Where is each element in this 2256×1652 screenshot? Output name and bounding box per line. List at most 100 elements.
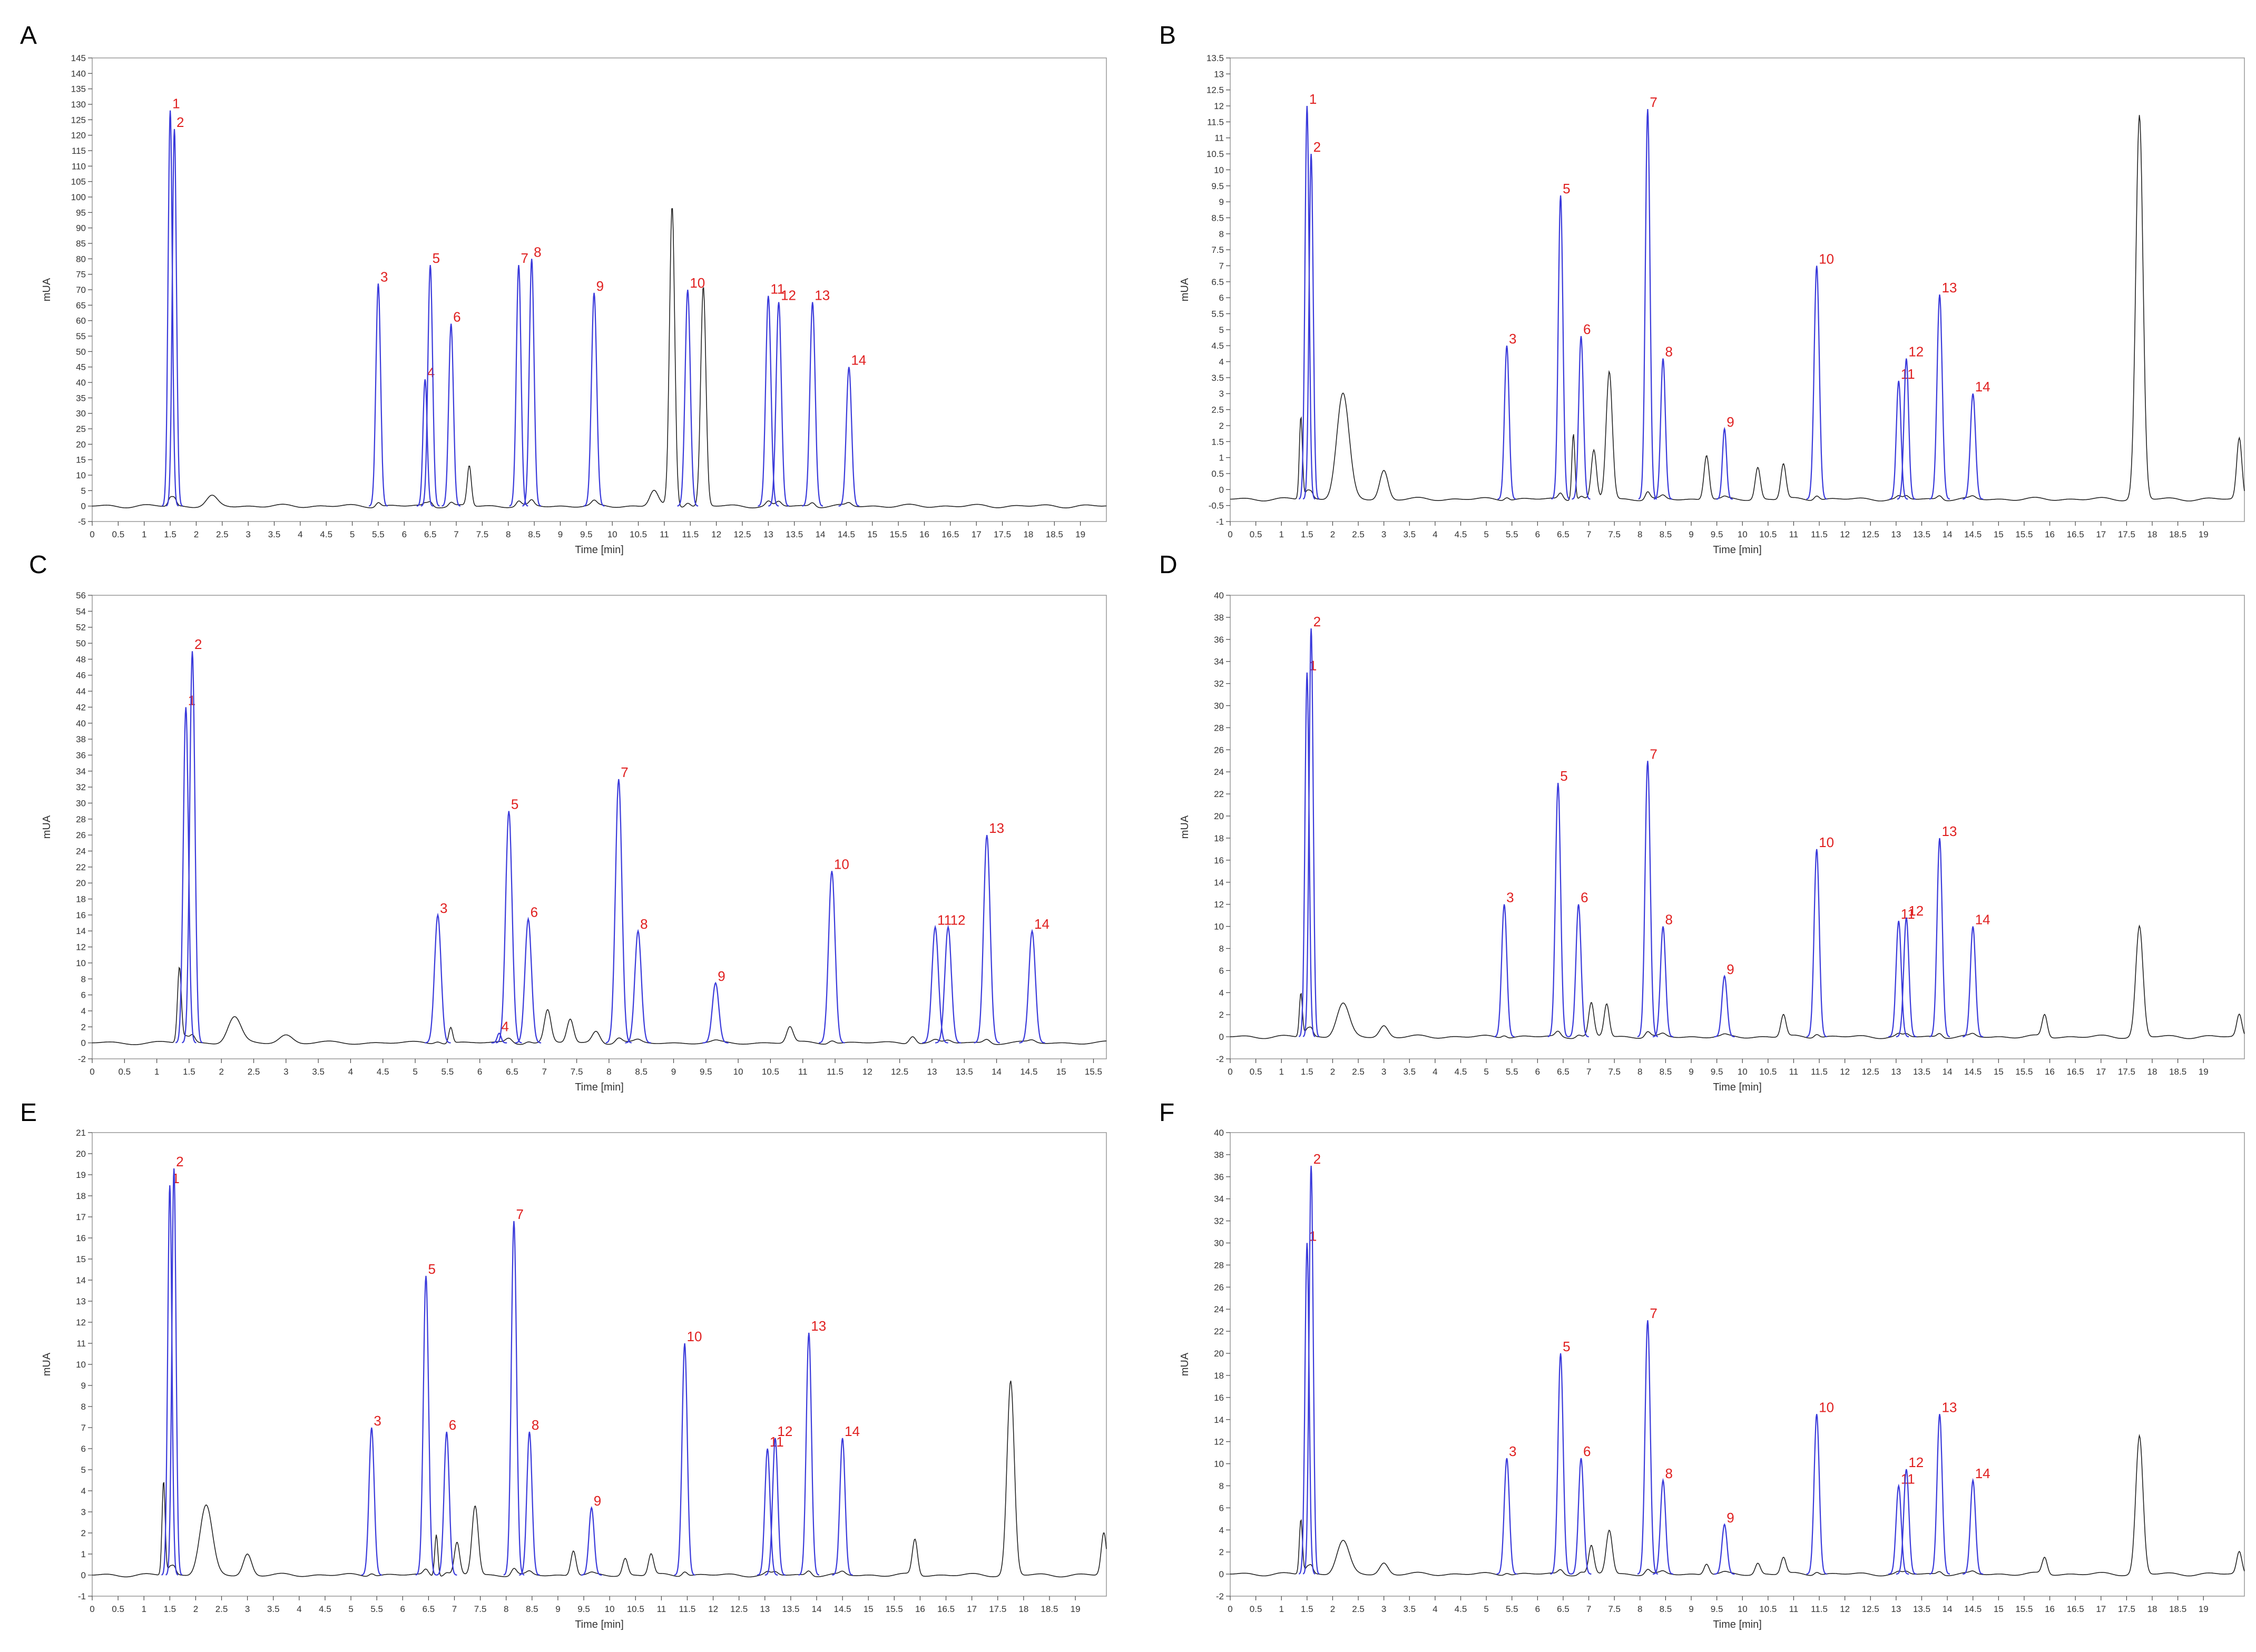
- x-tick-label: 13: [763, 529, 773, 539]
- y-tick-label: 120: [71, 131, 86, 141]
- peak-label: 8: [1665, 343, 1673, 359]
- y-tick-label: 30: [1214, 701, 1224, 711]
- y-tick-label: -0.5: [1209, 501, 1224, 511]
- x-tick-label: 8.5: [1660, 1604, 1672, 1614]
- peak-label: 9: [1727, 414, 1734, 430]
- y-axis-label: mUA: [41, 815, 53, 839]
- x-tick-label: 13: [1891, 529, 1901, 539]
- y-tick-label: 5: [1219, 325, 1224, 335]
- peak-label: 14: [851, 352, 866, 368]
- y-tick-label: 1: [1219, 453, 1224, 463]
- peak-label: 12: [1908, 1454, 1924, 1470]
- x-tick-label: 0.5: [118, 1067, 131, 1077]
- peak-1: [161, 1185, 179, 1576]
- peak-label: 5: [1560, 768, 1567, 784]
- y-tick-label: 12: [1214, 101, 1224, 111]
- y-tick-label: -2: [1216, 1591, 1224, 1601]
- y-tick-label: 11: [76, 1339, 86, 1349]
- y-tick-label: 40: [1214, 591, 1224, 601]
- peak-2: [1302, 628, 1320, 1037]
- y-tick-label: 5: [81, 1465, 86, 1475]
- x-tick-label: 10: [1738, 1604, 1748, 1614]
- peak-label: 3: [380, 269, 388, 284]
- x-tick-label: 3.5: [268, 529, 281, 539]
- peak-label: 1: [1309, 658, 1317, 674]
- x-tick-label: 5.5: [370, 1604, 383, 1614]
- peak-2: [165, 1168, 183, 1576]
- y-tick-label: 16: [76, 1233, 86, 1243]
- peak-label: 4: [501, 1018, 508, 1034]
- y-tick-label: 32: [1214, 1216, 1224, 1226]
- x-tick-label: 1.5: [1301, 529, 1313, 539]
- y-tick-label: 20: [76, 878, 86, 888]
- plot-frame: [92, 595, 1107, 1059]
- y-tick-label: 8.5: [1211, 213, 1224, 223]
- x-tick-label: 12: [1840, 529, 1850, 539]
- x-tick-label: 8: [506, 529, 511, 539]
- x-tick-label: 4.5: [320, 529, 332, 539]
- y-tick-label: 6: [1219, 293, 1224, 303]
- x-tick-label: 3: [246, 529, 250, 539]
- peak-label: 2: [1313, 139, 1321, 155]
- peak-1: [1298, 105, 1316, 500]
- x-tick-label: 1: [1279, 529, 1283, 539]
- y-tick-label: 20: [76, 439, 86, 449]
- peak-1: [1298, 1243, 1316, 1575]
- peak-label: 5: [511, 796, 518, 812]
- peak-label: 13: [815, 287, 830, 303]
- x-tick-label: 4.5: [319, 1604, 331, 1614]
- peak-label: 3: [374, 1413, 381, 1429]
- x-tick-label: 10: [607, 529, 617, 539]
- x-tick-label: 19: [2199, 1604, 2209, 1614]
- y-tick-label: 46: [76, 671, 86, 681]
- x-tick-label: 3.5: [312, 1067, 325, 1077]
- y-tick-label: 26: [76, 830, 86, 840]
- x-tick-label: 19: [1075, 529, 1085, 539]
- x-tick-label: 9.5: [580, 529, 593, 539]
- x-tick-label: 0.5: [112, 1604, 124, 1614]
- y-tick-label: 10: [76, 1360, 86, 1370]
- y-tick-label: 100: [71, 192, 86, 202]
- x-tick-label: 4.5: [1455, 1604, 1467, 1614]
- x-tick-label: 0: [90, 1604, 94, 1614]
- peak-12: [1896, 917, 1917, 1038]
- x-tick-label: 11.5: [679, 1604, 696, 1614]
- y-tick-label: 9: [81, 1381, 86, 1391]
- peak-label: 7: [1650, 746, 1657, 762]
- y-tick-label: 26: [1214, 1282, 1224, 1292]
- x-tick-label: 13.5: [956, 1067, 973, 1077]
- baseline-trace: [92, 1380, 1107, 1578]
- peak-label: 2: [176, 1154, 183, 1169]
- x-tick-label: 7: [1586, 1067, 1591, 1077]
- peak-7: [1638, 109, 1657, 500]
- peak-8: [1653, 1478, 1673, 1575]
- peak-6: [515, 917, 542, 1044]
- y-tick-label: 20: [1214, 1349, 1224, 1359]
- y-tick-label: 55: [76, 331, 86, 341]
- peak-label: 9: [718, 968, 725, 984]
- x-tick-label: 12: [708, 1604, 718, 1614]
- x-tick-label: 5: [348, 1604, 353, 1614]
- y-tick-label: 14: [76, 926, 86, 936]
- peak-label: 10: [1819, 834, 1834, 850]
- peak-7: [1637, 1320, 1659, 1575]
- x-tick-label: 17.5: [2118, 1604, 2135, 1614]
- x-tick-label: 12.5: [891, 1067, 908, 1077]
- y-tick-label: 4: [81, 1006, 86, 1016]
- y-tick-label: 12: [76, 942, 86, 952]
- x-tick-label: 11: [1789, 1067, 1799, 1077]
- y-tick-label: 8: [1219, 229, 1224, 239]
- x-tick-label: 7.5: [1608, 1067, 1621, 1077]
- y-tick-label: -2: [78, 1054, 86, 1064]
- peak-13: [1929, 1414, 1950, 1575]
- y-tick-label: 12: [1214, 900, 1224, 910]
- y-tick-label: 5: [81, 486, 86, 496]
- peak-label: 13: [989, 820, 1004, 836]
- peak-14: [1963, 1478, 1984, 1575]
- y-tick-label: 10.5: [1207, 149, 1224, 159]
- x-tick-label: 11.5: [1811, 529, 1828, 539]
- x-tick-label: 5.5: [1506, 529, 1518, 539]
- baseline-trace: [92, 208, 1107, 509]
- x-tick-label: 2.5: [1352, 529, 1365, 539]
- x-tick-label: 16.5: [937, 1604, 955, 1614]
